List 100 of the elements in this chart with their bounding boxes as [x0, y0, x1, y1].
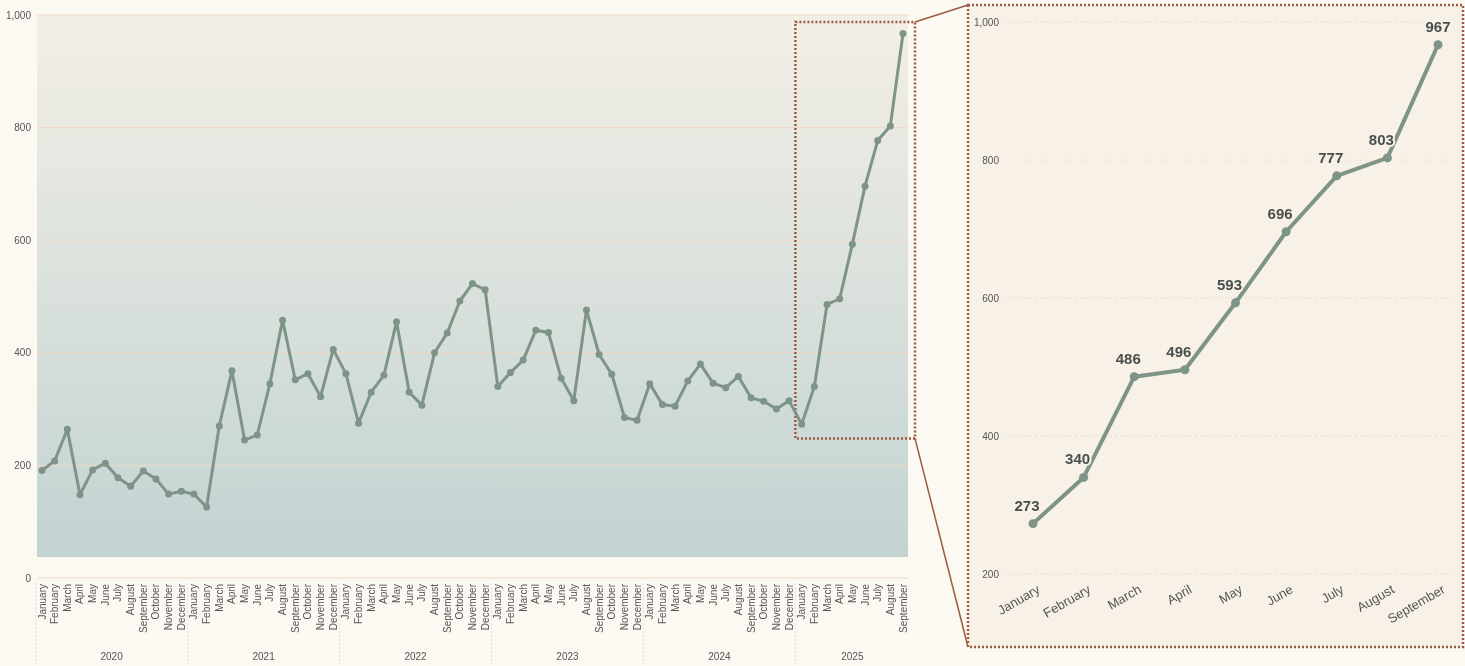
- x-tick-label: May: [87, 584, 99, 603]
- x-tick-label: September: [441, 583, 453, 633]
- x-tick-label: June: [1263, 581, 1296, 609]
- x-tick-label: April: [1164, 581, 1195, 608]
- y-tick-label: 800: [982, 154, 1000, 166]
- x-tick-label: January: [644, 584, 656, 620]
- data-label: 496: [1166, 342, 1192, 360]
- y-tick-label: 0: [25, 572, 32, 584]
- x-tick-label: July: [872, 584, 884, 602]
- point: [1433, 40, 1443, 50]
- x-tick-label: January: [796, 584, 808, 620]
- x-tick-label: September: [745, 583, 757, 633]
- x-tick-label: November: [618, 583, 630, 631]
- x-tick-label: September: [897, 583, 909, 633]
- x-tick-label: January: [36, 584, 48, 620]
- x-tick-label: December: [783, 583, 795, 631]
- point: [1079, 472, 1089, 482]
- data-label: 696: [1267, 204, 1293, 222]
- data-label: 967: [1425, 17, 1451, 35]
- data-label: 803: [1368, 130, 1394, 148]
- x-tick-label: May: [1216, 581, 1246, 607]
- y-tick-label: 200: [14, 459, 32, 471]
- x-tick-label: January: [340, 584, 352, 620]
- text: 2022: [404, 651, 428, 662]
- x-tick-label: July: [720, 584, 732, 602]
- x-tick-label: February: [201, 584, 213, 625]
- x-tick-label: December: [175, 583, 187, 631]
- x-tick-label: March: [821, 584, 833, 612]
- x-tick-label: March: [517, 584, 529, 612]
- x-tick-label: March: [365, 584, 377, 612]
- x-tick-label: June: [251, 583, 263, 606]
- data-label: 777: [1318, 148, 1344, 166]
- x-tick-label: August: [580, 583, 592, 616]
- x-tick-label: March: [669, 584, 681, 612]
- point: [1332, 171, 1342, 181]
- x-tick-label: April: [682, 584, 694, 605]
- y-tick-label: 400: [982, 430, 1000, 442]
- point: [1129, 372, 1139, 382]
- x-tick-label: July: [416, 584, 428, 602]
- x-tick-label: October: [302, 583, 314, 620]
- data-label: 273: [1014, 496, 1040, 514]
- x-tick-label: October: [606, 583, 618, 620]
- x-tick-label: February: [808, 584, 820, 625]
- x-tick-label: May: [846, 584, 858, 603]
- data-label: 486: [1115, 349, 1141, 367]
- x-tick-label: August: [429, 583, 441, 616]
- point: [1180, 365, 1190, 375]
- x-tick-label: April: [834, 584, 846, 605]
- x-tick-label: February: [504, 584, 516, 625]
- data-label: 593: [1216, 275, 1243, 293]
- x-tick-label: November: [467, 583, 478, 631]
- x-tick-label: April: [530, 584, 542, 605]
- x-tick-label: June: [403, 583, 415, 606]
- x-tick-label: November: [315, 583, 327, 631]
- x-tick-label: September: [289, 583, 301, 633]
- x-tick-label: August: [884, 583, 896, 616]
- point: [1382, 153, 1392, 163]
- point: [1028, 519, 1038, 529]
- x-tick-label: October: [758, 583, 770, 620]
- x-tick-label: July: [112, 584, 124, 602]
- x-tick-label: June: [707, 583, 719, 606]
- x-tick-label: June: [99, 583, 111, 606]
- y-tick-label: 600: [14, 234, 32, 246]
- text: 2021: [252, 651, 276, 662]
- x-tick-label: May: [694, 584, 706, 603]
- x-tick-label: November: [163, 583, 175, 631]
- y-tick-label: 400: [14, 347, 32, 359]
- x-tick-label: April: [226, 584, 238, 605]
- x-tick-label: July: [568, 584, 580, 602]
- y-tick-label: 600: [982, 292, 1000, 304]
- y-tick-label: 800: [14, 122, 32, 134]
- x-tick-label: August: [125, 583, 137, 616]
- x-tick-label: March: [61, 584, 73, 612]
- x-tick-label: December: [479, 583, 491, 631]
- x-tick-label: April: [74, 584, 86, 605]
- y-tick-label: 200: [982, 568, 1000, 580]
- x-tick-label: July: [264, 584, 276, 602]
- x-tick-label: May: [239, 584, 251, 603]
- point: [1281, 227, 1291, 237]
- x-tick-label: January: [492, 584, 504, 620]
- x-tick-label: June: [859, 583, 871, 606]
- x-tick-label: March: [213, 584, 225, 612]
- x-tick-label: January: [188, 584, 200, 620]
- x-tick-label: June: [555, 583, 567, 606]
- x-tick-label: November: [770, 583, 782, 631]
- x-tick-label: July: [1318, 581, 1347, 607]
- x-tick-label: February: [49, 584, 61, 625]
- x-tick-label: April: [378, 584, 390, 605]
- point: [1231, 298, 1240, 308]
- x-tick-label: December: [631, 583, 643, 631]
- x-tick-label: September: [593, 583, 605, 633]
- text: 2025: [841, 651, 864, 662]
- x-tick-label: May: [542, 584, 554, 603]
- text: 2024: [708, 651, 731, 662]
- text: 2020: [100, 651, 124, 662]
- x-tick-label: May: [391, 584, 403, 603]
- y-tick-label: 1,000: [973, 16, 1000, 28]
- data-label: 340: [1065, 450, 1091, 468]
- x-tick-label: February: [353, 584, 365, 625]
- x-tick-label: August: [277, 583, 289, 616]
